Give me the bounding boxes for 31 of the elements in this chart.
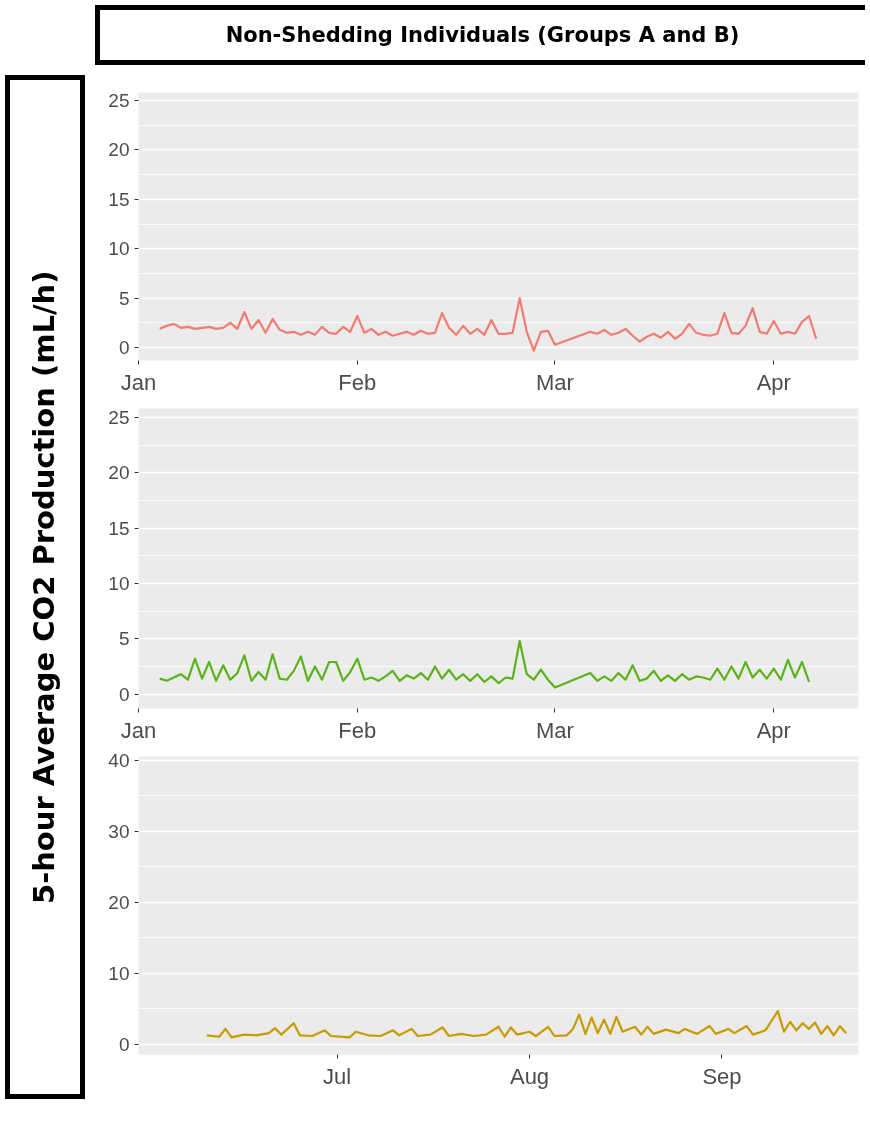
- x-tick-label: Jul: [323, 1063, 352, 1089]
- x-tick-label: Feb: [338, 369, 377, 395]
- y-tick-label: 0: [118, 337, 130, 359]
- y-tick-label: 20: [108, 462, 130, 484]
- y-tick-label: 10: [108, 238, 130, 260]
- y-tick-label: 25: [108, 89, 130, 111]
- chart-title: Non-Shedding Individuals (Groups A and B): [225, 22, 740, 49]
- x-tick-label: Jan: [120, 369, 157, 395]
- x-tick-label: Mar: [536, 369, 574, 395]
- line-series: [205, 1010, 848, 1039]
- y-tick-label: 40: [108, 749, 130, 771]
- y-tick-label: 5: [118, 628, 130, 650]
- x-tick-label: Mar: [536, 717, 574, 743]
- y-tick-label: 15: [108, 188, 130, 210]
- y-tick-label: 20: [108, 139, 130, 161]
- y-tick-label: 25: [108, 406, 130, 428]
- x-tick-label: Apr: [756, 369, 791, 395]
- x-tick-label: Aug: [509, 1063, 550, 1089]
- y-tick-label: 20: [108, 891, 130, 913]
- x-tick-label: Feb: [338, 717, 377, 743]
- x-tick-label: Sep: [702, 1063, 742, 1089]
- y-tick-label: 10: [108, 962, 130, 984]
- x-tick-label: Apr: [756, 717, 791, 743]
- y-axis-title: 5-hour Average CO2 Production (mL/h): [26, 270, 63, 904]
- y-tick-label: 0: [118, 1034, 130, 1056]
- y-tick-label: 30: [108, 820, 130, 842]
- y-tick-label: 10: [108, 572, 130, 594]
- y-tick-label: 5: [118, 287, 130, 309]
- y-tick-label: 15: [108, 517, 130, 539]
- x-tick-label: Jan: [120, 717, 157, 743]
- y-tick-label: 0: [118, 683, 130, 705]
